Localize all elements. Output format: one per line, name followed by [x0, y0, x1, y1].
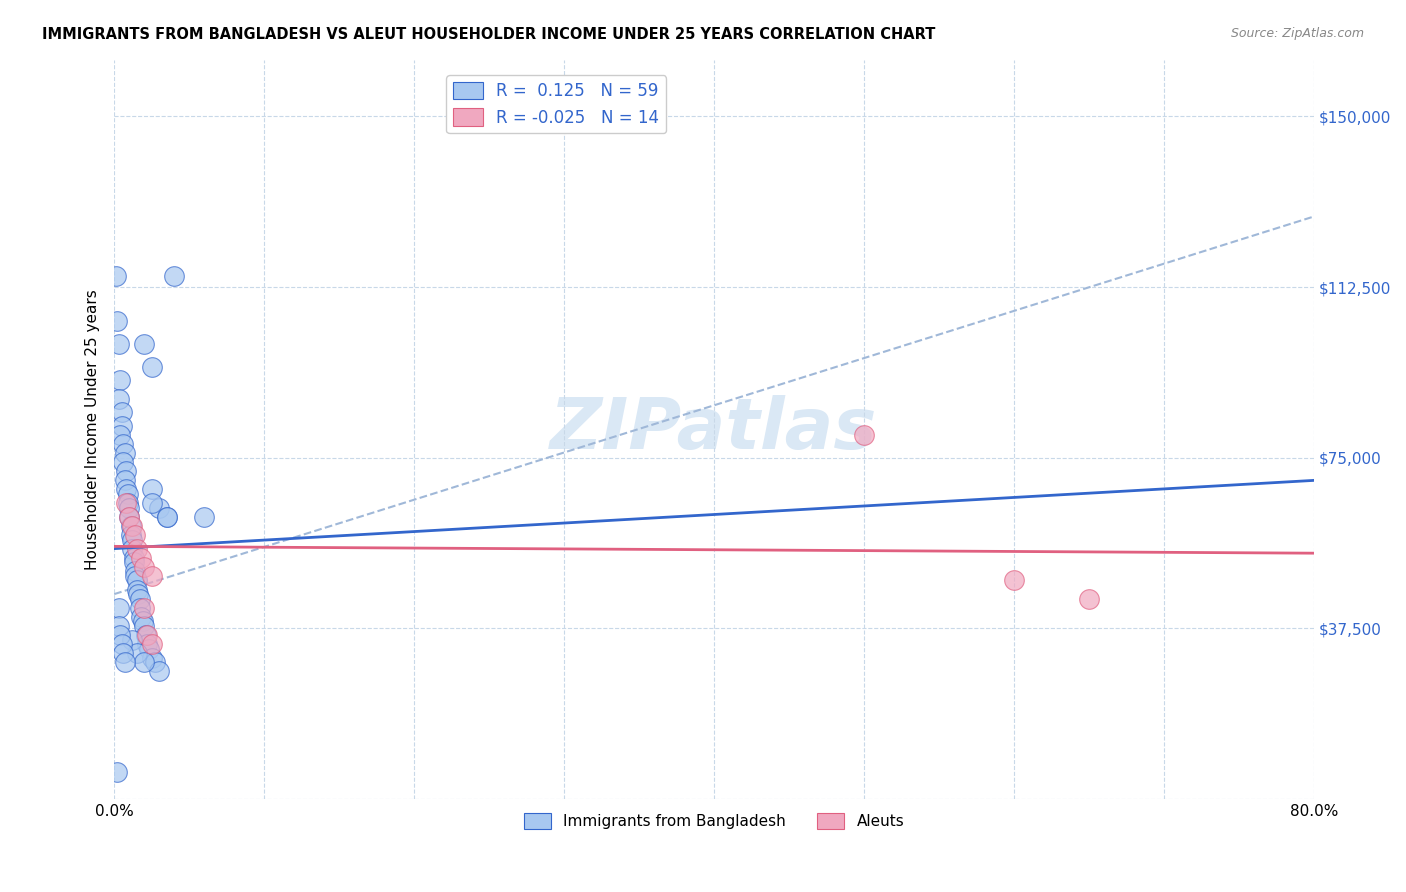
Point: [115, 496, 138, 510]
Point: [135, 628, 157, 642]
Point: [124, 569, 146, 583]
Point: [134, 619, 156, 633]
Point: [108, 373, 131, 387]
Point: [124, 565, 146, 579]
Point: [111, 637, 134, 651]
Point: [118, 509, 141, 524]
Point: [1002, 574, 1025, 588]
Point: [141, 650, 163, 665]
Point: [125, 646, 148, 660]
Text: IMMIGRANTS FROM BANGLADESH VS ALEUT HOUSEHOLDER INCOME UNDER 25 YEARS CORRELATIO: IMMIGRANTS FROM BANGLADESH VS ALEUT HOUS…: [42, 27, 935, 42]
Point: [125, 541, 148, 556]
Point: [141, 483, 163, 497]
Point: [115, 464, 138, 478]
Point: [143, 656, 166, 670]
Point: [122, 555, 145, 569]
Point: [108, 628, 131, 642]
Point: [117, 496, 139, 510]
Point: [111, 418, 134, 433]
Point: [193, 509, 215, 524]
Y-axis label: Householder Income Under 25 years: Householder Income Under 25 years: [86, 289, 100, 570]
Point: [134, 559, 156, 574]
Point: [107, 392, 129, 406]
Point: [136, 628, 159, 642]
Point: [122, 550, 145, 565]
Point: [112, 646, 135, 660]
Point: [107, 619, 129, 633]
Point: [141, 359, 163, 374]
Point: [121, 632, 143, 647]
Point: [118, 500, 141, 515]
Point: [114, 656, 136, 670]
Point: [121, 541, 143, 556]
Point: [129, 610, 152, 624]
Point: [136, 637, 159, 651]
Point: [129, 550, 152, 565]
Point: [121, 533, 143, 547]
Text: Source: ZipAtlas.com: Source: ZipAtlas.com: [1230, 27, 1364, 40]
Point: [107, 337, 129, 351]
Point: [104, 268, 127, 283]
Point: [108, 428, 131, 442]
Point: [112, 437, 135, 451]
Point: [156, 509, 179, 524]
Legend: Immigrants from Bangladesh, Aleuts: Immigrants from Bangladesh, Aleuts: [517, 807, 910, 836]
Point: [134, 656, 156, 670]
Point: [121, 519, 143, 533]
Point: [148, 665, 170, 679]
Point: [141, 637, 163, 651]
Point: [128, 591, 150, 606]
Point: [125, 582, 148, 597]
Point: [124, 528, 146, 542]
Point: [163, 268, 186, 283]
Point: [138, 641, 160, 656]
Point: [111, 405, 134, 419]
Point: [114, 474, 136, 488]
Point: [105, 314, 128, 328]
Point: [131, 615, 153, 629]
Point: [118, 509, 141, 524]
Point: [112, 455, 135, 469]
Point: [107, 600, 129, 615]
Point: [117, 487, 139, 501]
Point: [125, 574, 148, 588]
Text: ZIPatlas: ZIPatlas: [550, 395, 877, 464]
Point: [852, 428, 875, 442]
Point: [141, 496, 163, 510]
Point: [134, 337, 156, 351]
Point: [148, 500, 170, 515]
Point: [105, 764, 128, 779]
Point: [141, 569, 163, 583]
Point: [120, 519, 142, 533]
Point: [115, 483, 138, 497]
Point: [134, 600, 156, 615]
Point: [127, 587, 149, 601]
Point: [114, 446, 136, 460]
Point: [128, 600, 150, 615]
Point: [1077, 591, 1099, 606]
Point: [120, 528, 142, 542]
Point: [156, 509, 179, 524]
